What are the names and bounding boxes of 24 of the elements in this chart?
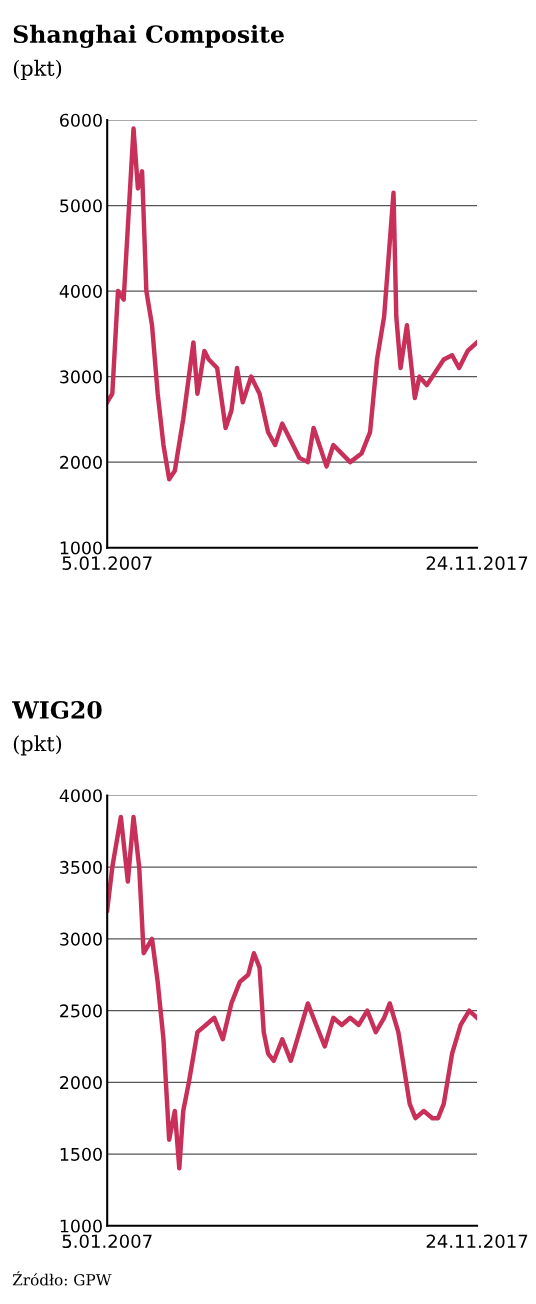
text: Źródło: GPW [12, 1271, 112, 1286]
y-tick-label: 1000 [60, 541, 102, 555]
y-tick-label: 4000 [59, 789, 102, 803]
chart-title: Shanghai Composite [13, 24, 284, 48]
y-tick-label: 2500 [60, 1004, 102, 1018]
y-tick-label: 1000 [60, 1219, 102, 1233]
line-series [107, 814, 478, 1171]
x-tick-label: 24.11.2017 [426, 1234, 528, 1249]
line-series [107, 126, 478, 482]
x-tick-label: 24.11.2017 [426, 556, 528, 570]
y-tick-label: 4000 [59, 284, 102, 298]
chart-title: WIG20 [11, 701, 102, 719]
y-tick-label: 6000 [60, 113, 102, 127]
x-tick-label: 5.01.2007 [62, 1234, 152, 1249]
y-tick-label: 3000 [60, 370, 102, 384]
y-tick-label: 2000 [60, 455, 102, 469]
y-tick-label: 3500 [60, 860, 102, 874]
y-tick-label: 2000 [60, 1076, 102, 1090]
chart-subtitle: (pkt) [13, 59, 62, 80]
y-tick-label: 5000 [60, 199, 102, 213]
x-tick-label: 5.01.2007 [62, 556, 152, 570]
chart-subtitle: (pkt) [13, 735, 62, 756]
y-tick-label: 1500 [60, 1147, 102, 1161]
y-tick-label: 3000 [60, 932, 102, 946]
